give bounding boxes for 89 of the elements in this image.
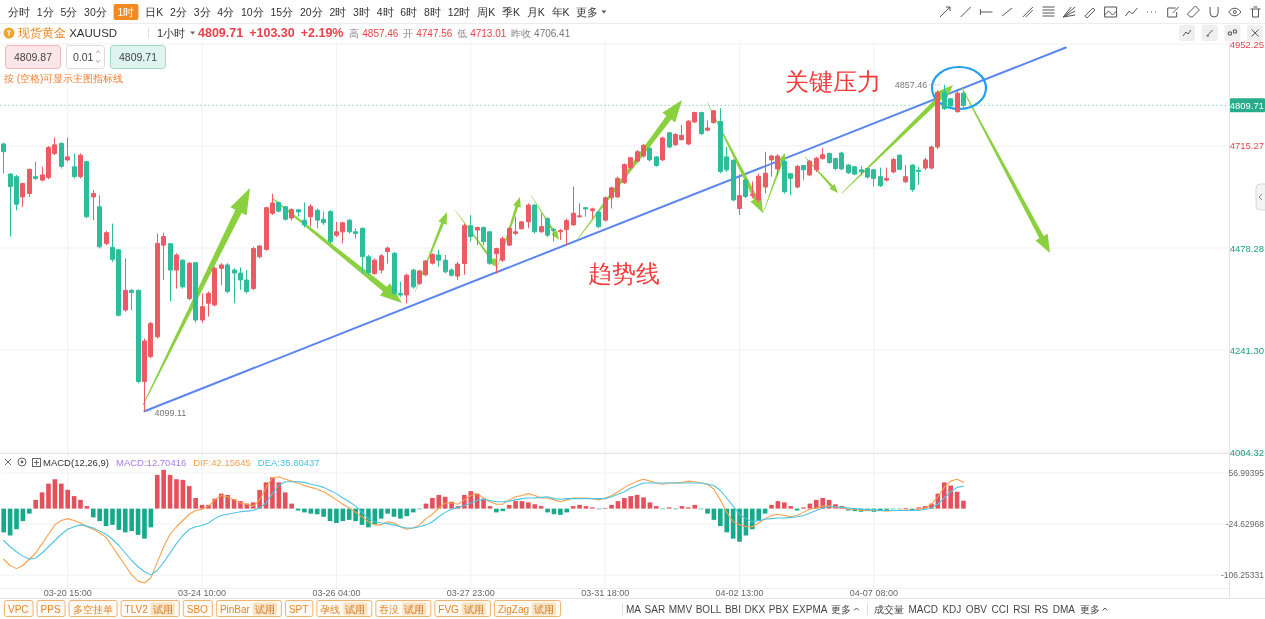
text: SBO — [186, 603, 209, 615]
text: 1时 — [117, 6, 135, 18]
text: SPT — [288, 603, 309, 615]
text: BBI — [724, 603, 742, 615]
annotation: 4809.71 — [119, 51, 158, 63]
text: 更多 — [831, 603, 851, 615]
text: 更多 — [1079, 603, 1100, 615]
annotation: 4809.87 — [14, 51, 53, 63]
annotation: 4099.11 — [154, 408, 187, 419]
x-tick-label: 04-07 08:00 — [849, 588, 898, 598]
text: 1分 — [36, 6, 54, 18]
text: 3时 — [353, 6, 370, 18]
annotation: 0.01 — [73, 51, 94, 63]
text: 4时 — [376, 6, 394, 18]
series-label: MACD:12.70416 — [116, 456, 187, 468]
x-tick-label: 03-31 18:00 — [581, 588, 630, 598]
text: MMV — [668, 603, 693, 615]
text: BOLL — [695, 603, 722, 615]
text: 孕线 试用 — [320, 603, 366, 615]
y-tick-label: 56.99395 — [1228, 468, 1265, 478]
text: EXPMA — [792, 603, 828, 615]
text: 高 4857.46 — [349, 27, 399, 39]
text: 吞没 试用 — [379, 603, 425, 615]
text: 6时 — [400, 6, 418, 18]
annotation: 按 (空格)可显示主图指标线 — [4, 72, 124, 84]
text: PPS — [40, 603, 61, 615]
text: 30分 — [84, 6, 107, 18]
chart-title: 现货黄金 XAUUSD — [18, 27, 118, 40]
text: KDJ — [942, 603, 962, 615]
text: TLV2 试用 — [124, 603, 173, 615]
text: MA — [626, 603, 642, 615]
text: DKX — [744, 603, 766, 615]
text: 4分 — [217, 6, 235, 18]
annotation: 关键压力 — [785, 67, 881, 95]
text: MACD — [908, 603, 938, 615]
text: 成交量 — [874, 603, 904, 615]
x-tick-label: 04-02 13:00 — [715, 588, 764, 598]
text: 季K — [501, 6, 520, 18]
text: 3分 — [193, 6, 211, 18]
series-label: DEA:35.80437 — [257, 456, 320, 468]
x-tick-label: 03-20 15:00 — [43, 588, 92, 598]
text: DMA — [1052, 603, 1076, 615]
text: RSI — [1013, 603, 1030, 615]
text: 4809.71 — [198, 26, 244, 40]
annotation: 4857.46 — [894, 79, 928, 90]
text: FVG 试用 — [438, 603, 484, 615]
text: 15分 — [270, 6, 294, 18]
text: 2分 — [170, 6, 187, 18]
y-tick-label: 4241.30 — [1229, 344, 1264, 356]
text: 月K — [526, 6, 545, 18]
text: 2时 — [329, 6, 347, 18]
text: 周K — [477, 6, 496, 18]
text: 昨收 4706.41 — [511, 27, 571, 39]
y-tick-label: 4004.32 — [1229, 446, 1264, 458]
text: +103.30 — [249, 26, 295, 40]
text: 10分 — [240, 6, 264, 18]
text: 更多 — [576, 6, 599, 18]
text: 日K — [145, 6, 164, 18]
ref-line-label: 4809.71 — [1229, 99, 1264, 111]
y-tick-label: 4715.27 — [1229, 140, 1264, 152]
text: 多空挂单 — [72, 603, 113, 615]
text: OBV — [965, 603, 988, 615]
y-tick-label: -24.62968 — [1225, 519, 1265, 530]
text: VPC — [8, 603, 29, 615]
x-tick-label: 03-27 23:00 — [446, 588, 495, 598]
y-tick-label: -106.25331 — [1220, 570, 1265, 581]
text: 分时 — [8, 6, 30, 18]
text: 12时 — [447, 6, 471, 18]
text: 5分 — [60, 6, 78, 18]
text: CCI — [991, 603, 1009, 615]
chart-title: MACD(12,26,9) — [43, 456, 109, 468]
text: 开 4747.56 — [403, 27, 453, 39]
text: RS — [1034, 603, 1049, 615]
text: PinBar 试用 — [219, 603, 275, 615]
text: 8时 — [424, 6, 441, 18]
text: +2.19% — [300, 26, 344, 40]
text: ZigZag 试用 — [497, 603, 555, 615]
y-tick-label: 4478.28 — [1229, 242, 1264, 254]
text: 年K — [551, 6, 570, 18]
x-tick-label: 03-26 04:00 — [312, 588, 361, 598]
x-tick-label: 03-24 10:00 — [178, 588, 227, 598]
y-tick-label: 4952.25 — [1229, 38, 1264, 50]
text: 低 4713.01 — [457, 27, 507, 39]
chart-subtitle: 1小时 — [157, 27, 186, 39]
text: SAR — [644, 603, 666, 615]
text: 20分 — [299, 6, 323, 18]
annotation: 趋势线 — [588, 259, 660, 287]
text: DIF:42.15645 — [193, 456, 251, 468]
text: PBX — [768, 603, 790, 615]
